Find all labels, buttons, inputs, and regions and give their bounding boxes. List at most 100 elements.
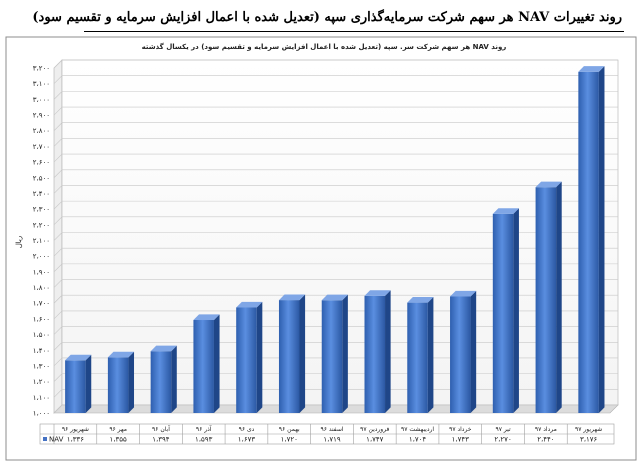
gridline <box>53 294 618 304</box>
y-tick-label: ۲،۷۰۰ <box>33 143 50 151</box>
y-tick-label: ۱،۶۰۰ <box>33 315 50 323</box>
y-axis-label: ریال <box>15 236 23 249</box>
bar-top <box>450 290 477 297</box>
y-tick-label: ۲،۰۰۰ <box>33 253 50 261</box>
gridline <box>53 263 618 273</box>
bar <box>535 181 562 413</box>
title-underline <box>84 31 624 32</box>
bar <box>578 66 605 413</box>
legend-label: NAV <box>49 436 64 444</box>
data-value-label: ۱،۷۰۴ <box>409 436 427 444</box>
bar-face <box>450 296 471 413</box>
bar-top <box>65 354 92 361</box>
bar-side <box>128 351 135 413</box>
y-tick-label: ۲،۴۰۰ <box>33 190 50 198</box>
bar-side <box>556 181 562 413</box>
bar-top <box>535 181 562 188</box>
x-category-label: اسفند ۹۶ <box>320 426 343 433</box>
legend-swatch <box>43 437 47 441</box>
y-tick-label: ۱،۱۰۰ <box>33 394 50 402</box>
x-category-label: شهریور ۹۷ <box>575 426 602 433</box>
y-tick-label: ۲،۳۰۰ <box>33 206 50 214</box>
data-value-label: ۱،۳۹۴ <box>152 436 170 444</box>
bar-face <box>578 71 599 413</box>
gridline <box>53 75 618 84</box>
bar-top <box>364 290 391 296</box>
y-tick-label: ۱،۸۰۰ <box>33 284 50 292</box>
bar <box>236 301 263 413</box>
bar <box>278 294 306 413</box>
x-category-label: تیر ۹۷ <box>495 426 510 433</box>
bar-top <box>278 294 306 301</box>
data-value-label: ۱،۷۲۰ <box>281 436 298 444</box>
bar <box>150 345 177 413</box>
bar-side <box>299 294 306 413</box>
gridline <box>53 106 618 116</box>
bar-side <box>513 208 519 413</box>
y-tick-label: ۱،۹۰۰ <box>33 268 50 276</box>
x-category-label: خرداد ۹۷ <box>449 426 472 433</box>
bar-face <box>278 300 300 413</box>
data-value-label: ۱،۷۴۳ <box>452 436 470 444</box>
y-tick-label: ۳،۲۰۰ <box>33 65 50 73</box>
bar-side <box>256 301 263 413</box>
gridline <box>53 59 618 69</box>
bar-face <box>535 187 557 413</box>
bar-side <box>470 290 477 413</box>
bar-face <box>150 351 172 413</box>
y-tick-label: ۱،۷۰۰ <box>33 300 50 308</box>
bar-side <box>342 294 348 413</box>
gridline <box>53 169 618 178</box>
bar <box>450 290 477 413</box>
bar-face <box>407 302 428 413</box>
gridline <box>53 185 618 194</box>
y-tick-label: ۳،۰۰۰ <box>33 96 50 104</box>
bar-face <box>364 295 386 413</box>
bar-face <box>65 360 86 413</box>
bar <box>364 290 391 413</box>
x-category-label: مهر ۹۶ <box>109 426 127 433</box>
bar-top <box>150 345 177 352</box>
gridline <box>53 122 618 131</box>
data-value-label: ۱،۵۹۳ <box>195 436 213 444</box>
x-category-label: آبان ۹۶ <box>152 424 170 433</box>
y-tick-label: ۲،۵۰۰ <box>33 174 50 182</box>
bar-side <box>598 66 605 413</box>
bar-face <box>492 213 514 413</box>
bar-face <box>193 320 214 413</box>
data-value-label: ۱،۷۱۹ <box>323 436 341 444</box>
y-tick-label: ۳،۱۰۰ <box>33 80 50 88</box>
gridline <box>53 200 618 210</box>
bar-side <box>427 297 434 413</box>
y-tick-label: ۲،۲۰۰ <box>33 221 50 229</box>
bar-top <box>107 351 135 358</box>
bar-side <box>171 345 177 413</box>
y-tick-label: ۱،۲۰۰ <box>33 378 50 386</box>
data-value-label: ۱،۳۳۶ <box>67 436 85 444</box>
gridline <box>53 153 618 163</box>
bar-top <box>193 314 220 321</box>
bar <box>407 297 434 413</box>
bar-top <box>407 297 434 303</box>
bar-top <box>321 294 348 301</box>
data-value-label: ۱،۷۴۷ <box>366 436 384 444</box>
bar <box>107 351 135 413</box>
y-tick-label: ۱،۴۰۰ <box>33 347 50 355</box>
y-tick-label: ۲،۸۰۰ <box>33 127 50 135</box>
bar-top <box>492 208 519 214</box>
x-category-label: دی ۹۶ <box>239 426 255 433</box>
x-category-label: مرداد ۹۷ <box>535 426 557 433</box>
bar-side <box>85 354 92 413</box>
gridline <box>53 216 618 226</box>
gridline <box>53 279 618 288</box>
page-title: روند تغییرات NAV هر سهم شرکت سرمایه‌گذار… <box>32 10 622 25</box>
data-value-label: ۱،۶۷۳ <box>238 436 256 444</box>
data-value-label: ۱،۳۵۵ <box>109 436 127 444</box>
data-value-label: ۳،۱۷۶ <box>580 436 598 444</box>
bar <box>193 314 220 413</box>
bar-face <box>321 300 343 413</box>
chart-title: روند NAV هر سهم شرکت سر. سپه (تعدیل شده … <box>142 42 507 51</box>
y-tick-label: ۲،۱۰۰ <box>33 237 50 245</box>
bar-face <box>107 357 129 413</box>
